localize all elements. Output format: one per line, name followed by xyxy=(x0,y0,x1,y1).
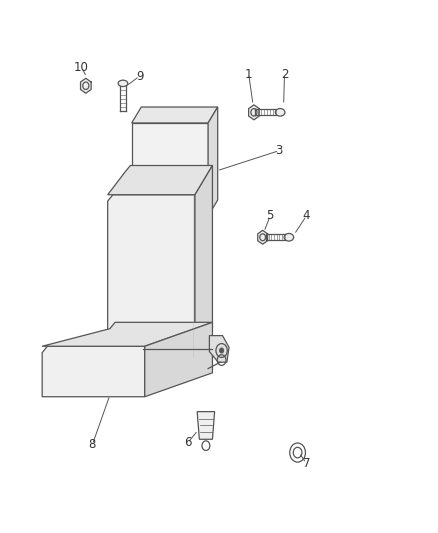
Ellipse shape xyxy=(276,109,285,116)
Ellipse shape xyxy=(284,233,293,241)
Text: 6: 6 xyxy=(184,437,191,449)
Polygon shape xyxy=(108,195,195,357)
Polygon shape xyxy=(249,105,259,120)
Polygon shape xyxy=(132,123,208,216)
Text: 4: 4 xyxy=(303,209,310,222)
Polygon shape xyxy=(195,165,212,357)
Polygon shape xyxy=(208,107,218,216)
Text: 3: 3 xyxy=(276,144,283,157)
Text: 10: 10 xyxy=(74,61,89,74)
Polygon shape xyxy=(209,336,229,362)
Ellipse shape xyxy=(118,80,128,86)
Text: 5: 5 xyxy=(266,209,274,222)
Polygon shape xyxy=(132,107,218,123)
Text: 2: 2 xyxy=(281,68,288,80)
Polygon shape xyxy=(42,322,212,346)
Circle shape xyxy=(219,348,224,353)
Text: 1: 1 xyxy=(245,68,252,80)
Polygon shape xyxy=(42,346,145,397)
Polygon shape xyxy=(197,411,215,439)
Text: 9: 9 xyxy=(136,70,143,83)
Text: 7: 7 xyxy=(303,457,310,470)
Polygon shape xyxy=(81,78,91,93)
Polygon shape xyxy=(108,165,212,195)
Polygon shape xyxy=(258,230,268,244)
Polygon shape xyxy=(145,322,212,397)
Text: 8: 8 xyxy=(89,438,96,451)
